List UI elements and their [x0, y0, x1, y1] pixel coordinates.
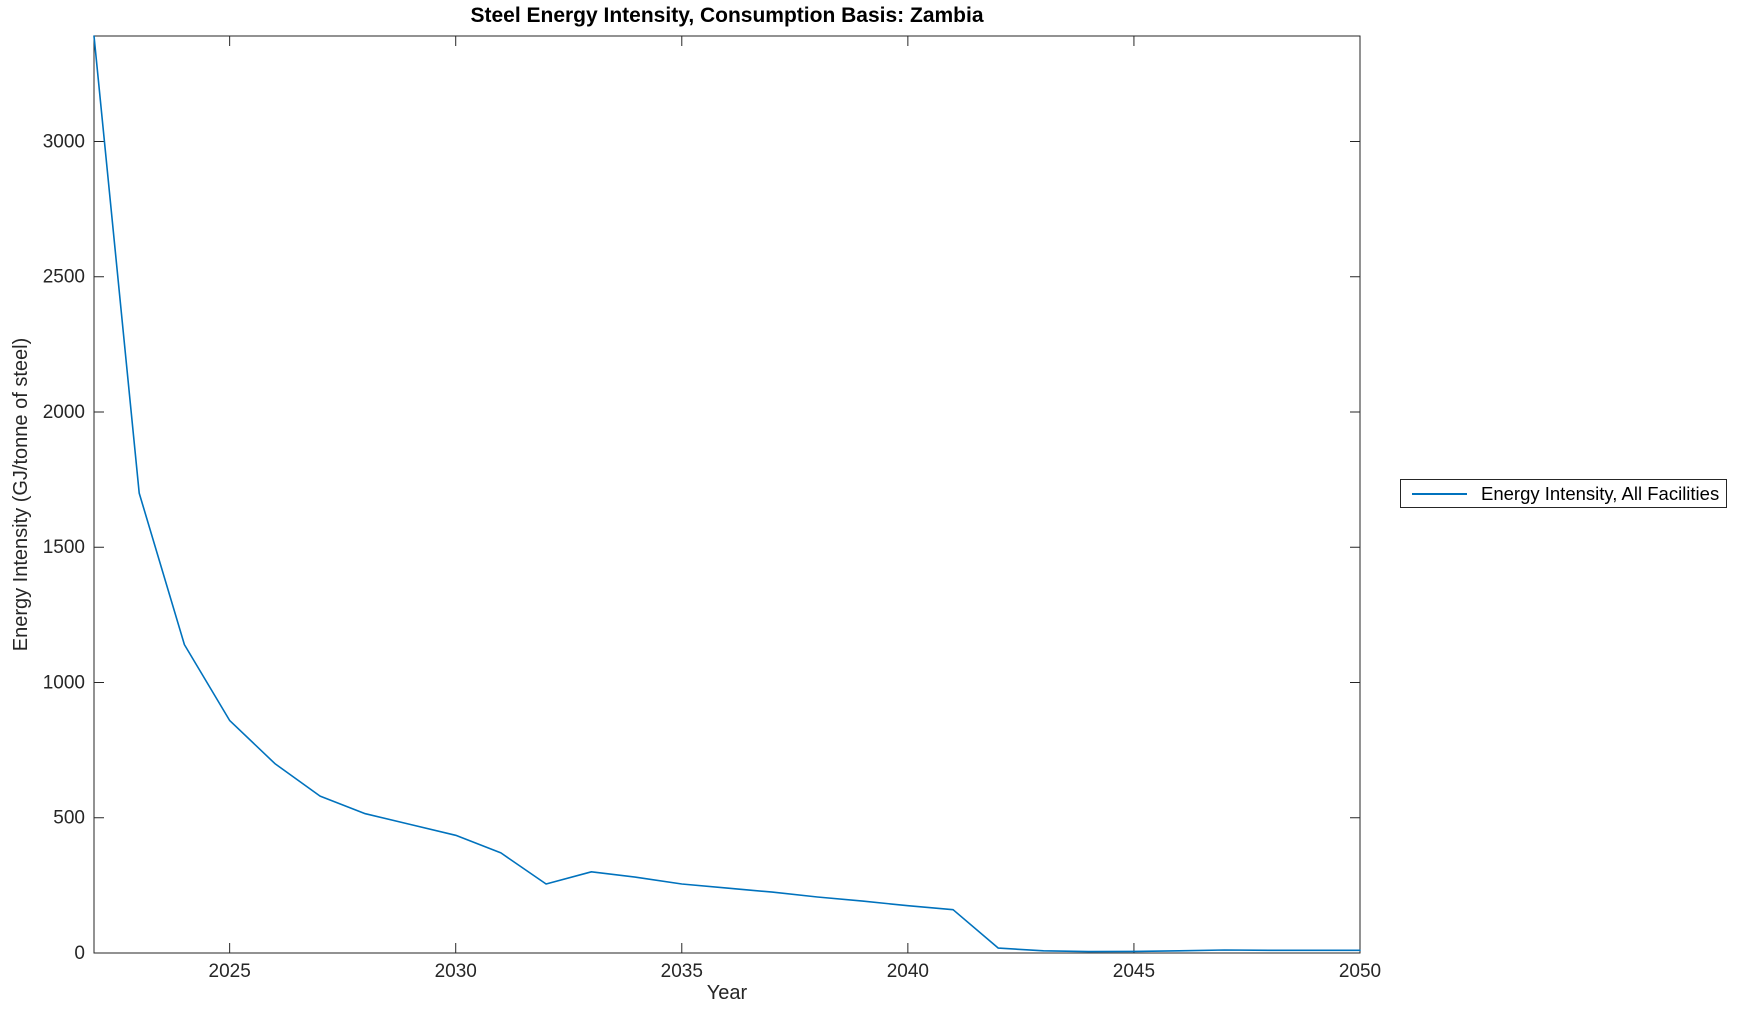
legend-line-sample [1412, 492, 1467, 495]
y-tick-label: 500 [53, 808, 85, 829]
chart-title: Steel Energy Intensity, Consumption Basi… [470, 4, 984, 27]
x-tick-label: 2030 [435, 961, 477, 982]
x-tick-label: 2050 [1339, 961, 1381, 982]
y-tick-label: 1500 [43, 537, 85, 558]
x-tick-label: 2040 [887, 961, 929, 982]
x-ticks: 2025 2030 2035 2040 2045 2050 [209, 36, 1381, 982]
x-axis-label: Year [706, 982, 748, 1004]
y-tick-label: 2000 [43, 402, 85, 423]
axes-frame [93, 35, 1361, 954]
y-tick-label: 3000 [43, 131, 85, 152]
y-ticks: 0 500 1000 1500 2000 2500 3000 [43, 131, 1360, 964]
x-tick-label: 2025 [209, 961, 251, 982]
data-line-energy-intensity [93, 35, 1361, 953]
y-axis-label: Energy Intensity (GJ/tonne of steel) [10, 337, 32, 652]
legend-entry-label: Energy Intensity, All Facilities [1481, 482, 1720, 504]
legend: Energy Intensity, All Facilities [1400, 479, 1727, 508]
x-tick-label: 2045 [1113, 961, 1155, 982]
x-tick-label: 2035 [661, 961, 703, 982]
y-tick-label: 1000 [43, 672, 85, 693]
y-tick-label: 2500 [43, 267, 85, 288]
y-tick-label: 0 [74, 943, 85, 964]
